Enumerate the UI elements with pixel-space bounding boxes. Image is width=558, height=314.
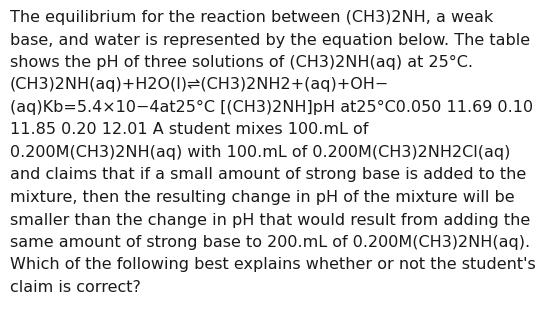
Text: Which of the following best explains whether or not the student's: Which of the following best explains whe… [10,257,536,273]
Text: mixture, then the resulting change in pH of the mixture will be: mixture, then the resulting change in pH… [10,190,514,205]
Text: 11.85 0.20 12.01 A student mixes 100.mL of: 11.85 0.20 12.01 A student mixes 100.mL … [10,122,368,138]
Text: smaller than the change in pH that would result from adding the: smaller than the change in pH that would… [10,213,530,228]
Text: 0.200M(CH3)2NH(aq) with 100.mL of 0.200M(CH3)2NH2Cl(aq): 0.200M(CH3)2NH(aq) with 100.mL of 0.200M… [10,145,511,160]
Text: claim is correct?: claim is correct? [10,280,141,295]
Text: shows the pH of three solutions of (CH3)2NH(aq) at 25°C.: shows the pH of three solutions of (CH3)… [10,55,473,70]
Text: The equilibrium for the reaction between (CH3)2NH, a weak: The equilibrium for the reaction between… [10,10,493,25]
Text: base, and water is represented by the equation below. The table: base, and water is represented by the eq… [10,33,530,47]
Text: (CH3)2NH(aq)+H2O(l)⇌(CH3)2NH2+(aq)+OH−: (CH3)2NH(aq)+H2O(l)⇌(CH3)2NH2+(aq)+OH− [10,78,389,93]
Text: (aq)Kb=5.4×10−4at25°C [(CH3)2NH]pH at25°C0.050 11.69 0.10: (aq)Kb=5.4×10−4at25°C [(CH3)2NH]pH at25°… [10,100,533,115]
Text: same amount of strong base to 200.mL of 0.200M(CH3)2NH(aq).: same amount of strong base to 200.mL of … [10,235,530,250]
Text: and claims that if a small amount of strong base is added to the: and claims that if a small amount of str… [10,167,526,182]
